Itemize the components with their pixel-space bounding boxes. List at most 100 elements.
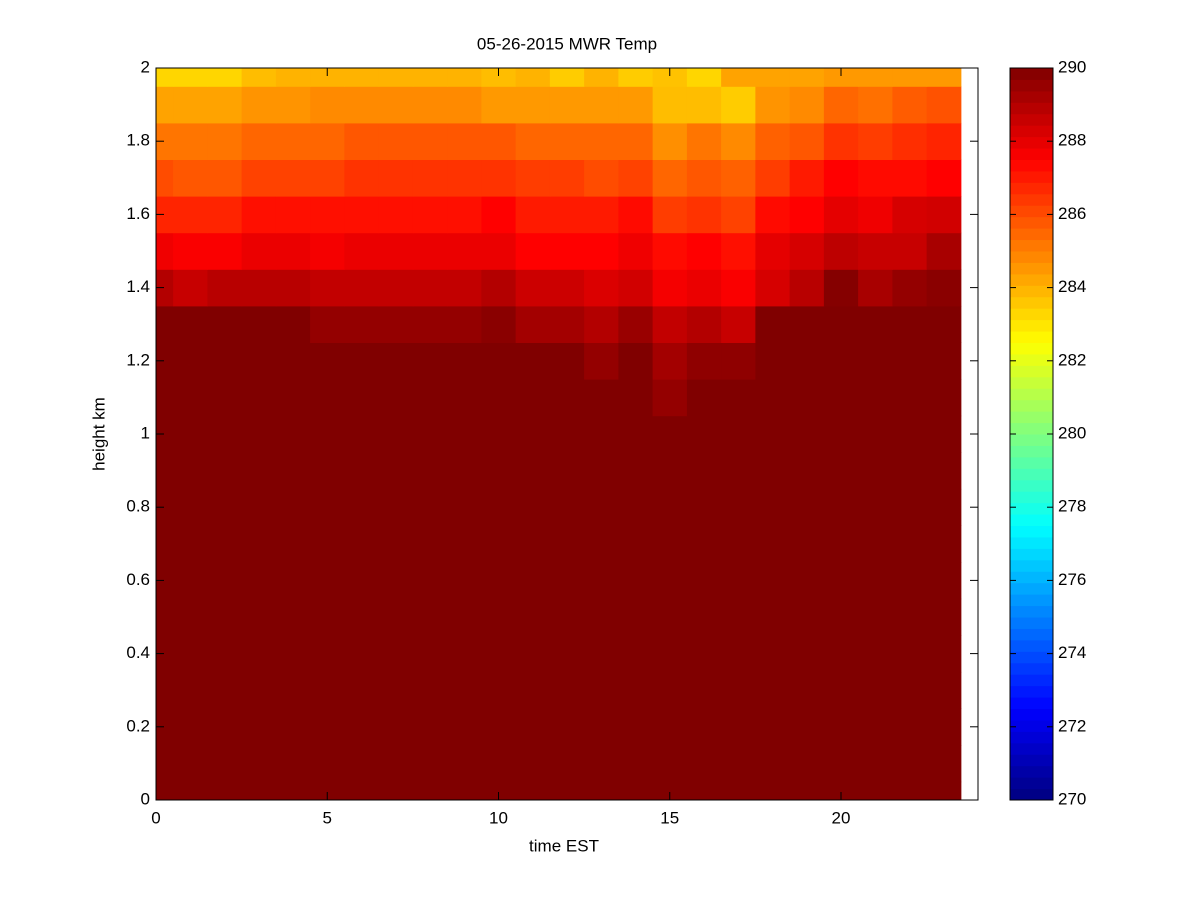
y-tick-label: 2 [141, 57, 150, 76]
heatmap-cell [618, 68, 654, 87]
y-axis-label: height km [89, 397, 108, 471]
heatmap-cell [156, 671, 174, 709]
heatmap-cell [858, 305, 893, 343]
colorbar-segment [1010, 273, 1053, 286]
heatmap-cell [481, 562, 517, 600]
heatmap-cell [173, 68, 208, 87]
heatmap-cell [344, 86, 380, 124]
colorbar-segment [1010, 639, 1053, 652]
heatmap-cell [823, 671, 859, 709]
heatmap-cell [344, 196, 380, 234]
heatmap-cell [344, 525, 380, 563]
heatmap-cell [823, 342, 859, 380]
heatmap-cell [275, 671, 311, 709]
heatmap-cell [481, 635, 517, 673]
heatmap-cell [241, 452, 277, 490]
heatmap-cell [755, 342, 791, 380]
heatmap-cell [515, 86, 551, 124]
heatmap-cell [549, 159, 585, 197]
heatmap-cell [447, 781, 482, 801]
heatmap-cell [926, 305, 962, 343]
heatmap-cell [892, 305, 928, 343]
heatmap-cell [241, 745, 277, 783]
heatmap-cell [686, 232, 722, 270]
heatmap-cell [549, 196, 585, 234]
heatmap-cell [584, 598, 619, 636]
heatmap-cell [241, 671, 277, 709]
heatmap-cell [156, 305, 174, 343]
heatmap-cell [412, 598, 448, 636]
colorbar-segment [1010, 708, 1053, 721]
colorbar-segment [1010, 445, 1053, 458]
heatmap-cell [755, 781, 791, 801]
heatmap-cell [310, 68, 345, 87]
heatmap-cell [310, 708, 345, 746]
heatmap-cell [823, 452, 859, 490]
heatmap-cell [156, 342, 174, 380]
heatmap-cell [721, 159, 756, 197]
heatmap-cell [926, 196, 962, 234]
heatmap-cell [823, 525, 859, 563]
heatmap-cell [378, 488, 414, 526]
heatmap-cell [549, 122, 585, 160]
heatmap-cell [686, 708, 722, 746]
heatmap-cell [173, 525, 208, 563]
heatmap-cell [173, 305, 208, 343]
heatmap-cell [789, 781, 825, 801]
heatmap-cell [584, 159, 619, 197]
heatmap-cell [618, 781, 654, 801]
heatmap-cell [275, 122, 311, 160]
heatmap-cell [823, 708, 859, 746]
heatmap-cell [515, 196, 551, 234]
heatmap-cell [755, 635, 791, 673]
heatmap-cell [310, 781, 345, 801]
colorbar-segment [1010, 674, 1053, 687]
heatmap-cell [481, 781, 517, 801]
y-tick-label: 1.6 [126, 204, 150, 223]
heatmap-cell [618, 269, 654, 307]
heatmap-cell [686, 525, 722, 563]
heatmap-cell [173, 269, 208, 307]
heatmap-cell [686, 68, 722, 87]
heatmap-cell [721, 671, 756, 709]
heatmap-cell [584, 305, 619, 343]
heatmap-cell [892, 415, 928, 453]
heatmap-cell [275, 635, 311, 673]
heatmap-cell [207, 598, 243, 636]
heatmap-cell [481, 525, 517, 563]
heatmap-cell [207, 708, 243, 746]
heatmap-cell [412, 525, 448, 563]
heatmap-cell [892, 671, 928, 709]
heatmap-cell [481, 305, 517, 343]
heatmap-cell [310, 159, 345, 197]
heatmap-cell [584, 562, 619, 600]
heatmap-cell [241, 598, 277, 636]
colorbar-segment [1010, 113, 1053, 126]
heatmap-cell [156, 379, 174, 417]
heatmap-cell [447, 671, 482, 709]
heatmap-cell [755, 415, 791, 453]
heatmap-cell [789, 415, 825, 453]
heatmap-cell [823, 488, 859, 526]
heatmap-cell [515, 269, 551, 307]
heatmap-cell [412, 415, 448, 453]
heatmap-cell [412, 708, 448, 746]
heatmap-cell [858, 598, 893, 636]
colorbar-segment [1010, 170, 1053, 183]
heatmap-cell [481, 196, 517, 234]
heatmap-cell [789, 708, 825, 746]
colorbar-tick-label: 276 [1058, 570, 1086, 589]
colorbar-segment [1010, 353, 1053, 366]
heatmap-cell [584, 379, 619, 417]
heatmap-cell [275, 379, 311, 417]
colorbar-segment [1010, 788, 1053, 801]
heatmap-cell [721, 635, 756, 673]
x-tick-label: 0 [151, 808, 160, 827]
heatmap-cell [721, 342, 756, 380]
colorbar-segment [1010, 228, 1053, 241]
colorbar-segment [1010, 605, 1053, 618]
heatmap-cell [515, 68, 551, 87]
heatmap-cell [926, 342, 962, 380]
colorbar-segment [1010, 754, 1053, 767]
heatmap-cell [789, 379, 825, 417]
